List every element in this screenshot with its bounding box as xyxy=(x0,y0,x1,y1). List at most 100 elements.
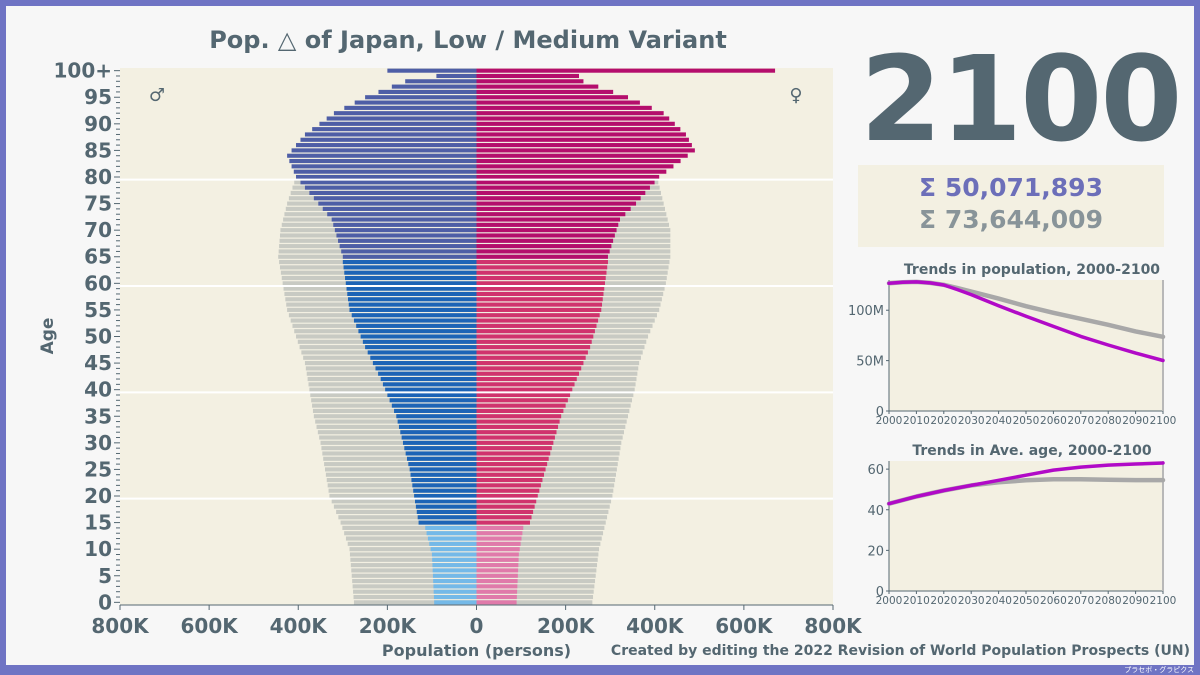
male-bar xyxy=(349,307,477,312)
female-bar xyxy=(476,95,629,100)
male-bar xyxy=(385,387,477,392)
female-bar xyxy=(476,84,599,89)
y-tick-label: 40 xyxy=(84,378,112,402)
male-bar xyxy=(426,531,477,536)
male-bar xyxy=(322,206,477,211)
male-bar xyxy=(405,451,477,456)
female-bar xyxy=(476,563,519,568)
medium-female-bar xyxy=(476,483,615,488)
medium-male-bar xyxy=(352,579,477,584)
male-bar xyxy=(318,201,477,206)
male-bar xyxy=(339,244,477,249)
medium-male-bar xyxy=(351,568,477,573)
trend-x-tick-label: 2050 xyxy=(1013,595,1040,607)
male-bar xyxy=(312,127,477,132)
y-tick-label: 75 xyxy=(84,192,112,216)
trend-x-tick-label: 2010 xyxy=(903,415,930,427)
trend-x-tick-label: 2000 xyxy=(876,415,903,427)
medium-male-bar xyxy=(319,435,477,440)
male-bar xyxy=(432,573,477,578)
male-bar xyxy=(425,525,477,530)
male-bar xyxy=(413,488,477,493)
male-bar xyxy=(432,557,477,562)
male-bar xyxy=(342,260,477,265)
female-bar xyxy=(476,504,535,509)
male-bar xyxy=(409,467,477,472)
female-bar xyxy=(476,323,597,328)
medium-male-bar xyxy=(347,541,477,546)
medium-male-bar xyxy=(336,509,477,515)
y-tick-label: 60 xyxy=(84,271,112,295)
trend-title: Trends in Ave. age, 2000-2100 xyxy=(912,443,1152,459)
trend-x-tick-label: 2070 xyxy=(1067,595,1094,607)
medium-male-bar xyxy=(342,525,477,530)
medium-female-bar xyxy=(476,579,596,584)
female-bar xyxy=(476,440,554,445)
male-bar xyxy=(362,339,477,344)
trend-x-tick-label: 2100 xyxy=(1150,415,1177,427)
male-bar xyxy=(433,579,477,584)
female-bar xyxy=(476,222,619,227)
male-bar xyxy=(351,313,477,318)
male-bar xyxy=(378,89,477,94)
y-tick-label: 25 xyxy=(84,457,112,481)
female-bar xyxy=(476,68,776,73)
y-tick-label: 90 xyxy=(84,112,112,136)
male-bar xyxy=(343,265,477,270)
male-bar xyxy=(319,121,477,126)
female-bar xyxy=(476,579,518,584)
female-bar xyxy=(476,111,664,116)
medium-female-bar xyxy=(476,531,604,536)
female-bar xyxy=(476,382,575,387)
female-bar xyxy=(476,483,541,488)
medium-male-bar xyxy=(316,424,477,429)
male-bar xyxy=(348,297,477,302)
trend-line-low xyxy=(887,461,1165,506)
trend-x-tick-label: 2040 xyxy=(985,595,1012,607)
female-bar xyxy=(476,185,650,190)
trend-y-tick-label: 40 xyxy=(867,504,884,519)
medium-male-bar xyxy=(333,504,477,509)
female-bar xyxy=(476,164,674,169)
female-bar xyxy=(476,302,603,307)
male-bar xyxy=(326,116,477,121)
female-bar xyxy=(476,552,519,557)
medium-female-bar xyxy=(476,509,609,515)
male-bar xyxy=(367,350,477,355)
medium-female-bar xyxy=(476,547,600,552)
medium-male-bar xyxy=(353,600,477,605)
medium-male-bar xyxy=(323,456,477,461)
female-bar xyxy=(476,275,606,281)
medium-female-bar xyxy=(476,594,594,600)
male-bar xyxy=(296,143,477,148)
male-bar xyxy=(433,589,477,594)
female-bar xyxy=(476,515,532,520)
male-bar xyxy=(354,100,477,105)
y-tick-label: 100+ xyxy=(53,59,112,83)
male-bar xyxy=(300,137,477,142)
female-bar xyxy=(476,148,695,153)
female-bar xyxy=(476,594,517,600)
male-bar xyxy=(353,318,477,323)
male-bar xyxy=(342,254,477,259)
y-tick-label: 15 xyxy=(84,511,112,535)
trend-line-low xyxy=(887,280,1165,363)
medium-male-bar xyxy=(351,573,477,578)
y-tick-label: 80 xyxy=(84,165,112,189)
male-bar xyxy=(365,345,477,350)
y-tick-label: 70 xyxy=(84,218,112,242)
female-bar xyxy=(476,89,614,94)
male-bar xyxy=(391,403,477,408)
male-bar xyxy=(331,217,477,222)
female-bar xyxy=(476,233,615,238)
medium-male-bar xyxy=(344,531,477,536)
medium-female-bar xyxy=(476,568,597,573)
medium-male-bar xyxy=(350,563,477,568)
medium-female-bar xyxy=(476,493,613,499)
female-bar xyxy=(476,376,577,382)
female-bar xyxy=(476,467,546,472)
medium-male-bar xyxy=(321,446,477,451)
female-bar xyxy=(476,281,605,286)
brand-mark: プラセボ・グラピクス xyxy=(1124,666,1194,674)
